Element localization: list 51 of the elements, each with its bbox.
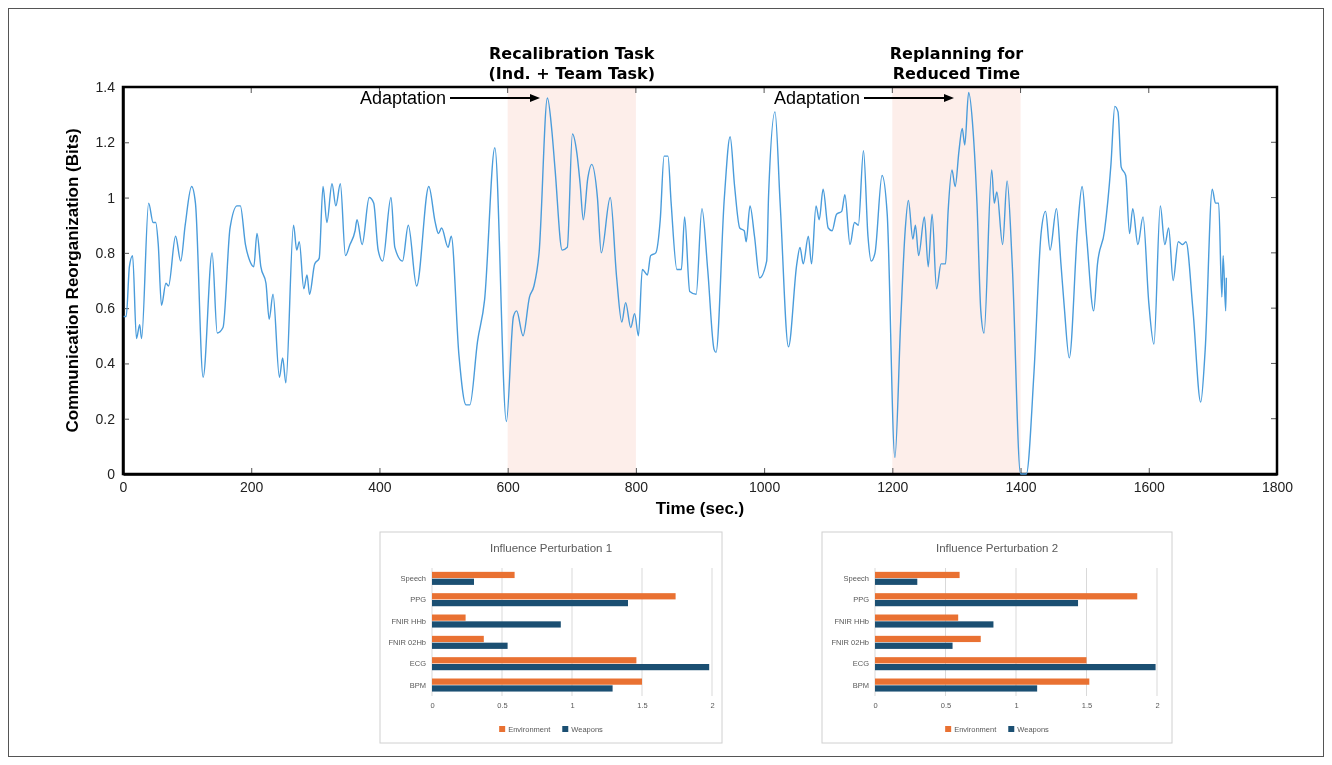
bar bbox=[875, 678, 1090, 685]
x-tick-label: 0 bbox=[119, 478, 128, 495]
y-tick-label: 1 bbox=[107, 189, 116, 206]
line-series bbox=[122, 91, 1228, 475]
y-tick-label: 1.4 bbox=[95, 78, 116, 95]
x-tick-label: 1800 bbox=[1261, 478, 1294, 495]
bar bbox=[432, 571, 515, 579]
bar bbox=[432, 678, 642, 685]
y-axis-title: Communication Reorganization (Bits) bbox=[63, 128, 82, 433]
bar bbox=[875, 571, 960, 579]
bar bbox=[432, 600, 628, 607]
x-tick-label: 600 bbox=[496, 478, 521, 495]
bar bbox=[875, 635, 981, 643]
x-axis-title: Time (sec.) bbox=[655, 499, 745, 518]
bar bbox=[432, 642, 508, 649]
bar bbox=[875, 621, 994, 628]
bar bbox=[432, 621, 561, 628]
x-tick-label: 1400 bbox=[1005, 478, 1037, 495]
chart-title: Influence Perturbation 2 bbox=[935, 542, 1059, 554]
y-tick-label: 1.2 bbox=[95, 134, 116, 151]
bar bbox=[432, 635, 484, 643]
bar bbox=[875, 600, 1079, 607]
y-tick-label: 0 bbox=[107, 465, 116, 482]
bar bbox=[875, 664, 1156, 671]
bar bbox=[432, 578, 474, 585]
bar bbox=[432, 657, 637, 664]
bar bbox=[875, 642, 953, 649]
bar bbox=[432, 685, 613, 692]
bar bbox=[875, 657, 1087, 664]
band-label: Replanning for Reduced Time bbox=[889, 44, 1024, 83]
y-tick-label: 0.4 bbox=[95, 355, 116, 372]
x-tick-label: 200 bbox=[240, 478, 264, 495]
x-tick-label: 1000 bbox=[749, 478, 781, 495]
y-tick-label: 0.8 bbox=[95, 244, 116, 261]
annotation: Adaptation bbox=[773, 88, 860, 108]
x-tick-label: 800 bbox=[624, 478, 649, 495]
annotation: Adaptation bbox=[359, 88, 446, 108]
band-label: Recalibration Task (Ind. + Team Task) bbox=[488, 44, 656, 83]
y-tick-label: 0.2 bbox=[95, 410, 116, 427]
x-tick-label: 1200 bbox=[877, 478, 909, 495]
chart-title: Influence Perturbation 1 bbox=[489, 542, 613, 554]
bar bbox=[875, 578, 918, 585]
bar bbox=[432, 614, 466, 621]
bar bbox=[432, 664, 710, 671]
x-tick-label: 400 bbox=[368, 478, 392, 495]
y-tick-label: 0.6 bbox=[95, 300, 116, 317]
x-tick-label: 1600 bbox=[1133, 478, 1166, 495]
bar bbox=[875, 685, 1038, 692]
bar bbox=[875, 614, 959, 621]
bar bbox=[432, 593, 676, 600]
bar bbox=[875, 593, 1138, 600]
